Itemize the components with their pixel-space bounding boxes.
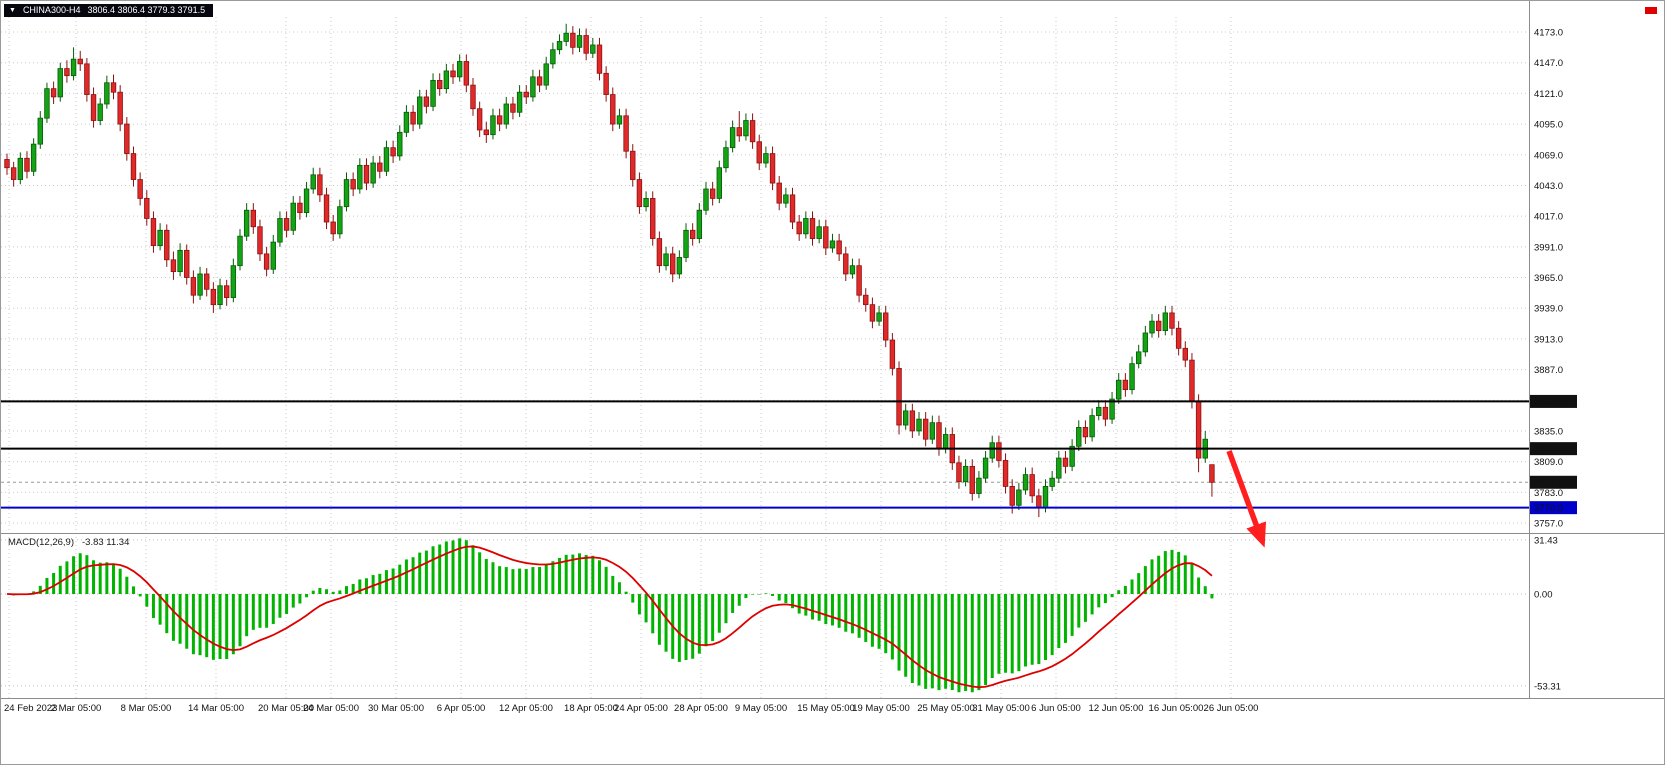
- time-axis-label: 24 Feb 2023: [4, 703, 57, 714]
- price-scale-area[interactable]: [1530, 1, 1665, 698]
- price-axis-label: 4173.0: [1534, 28, 1563, 39]
- grid: [1, 17, 1529, 698]
- time-axis-label: 30 Mar 05:00: [368, 703, 424, 714]
- time-scale-area[interactable]: [1, 699, 1665, 719]
- price-axis-label: 4095.0: [1534, 120, 1563, 131]
- time-axis-label: 6 Jun 05:00: [1031, 703, 1081, 714]
- price-axis-label: 4069.0: [1534, 150, 1563, 161]
- ohlc-values: 3806.4 3806.4 3779.3 3791.5: [87, 5, 206, 15]
- time-axis-label: 6 Apr 05:00: [437, 703, 486, 714]
- price-axis-label: 3757.0: [1534, 519, 1563, 530]
- price-axis-label: 3939.0: [1534, 304, 1563, 315]
- time-axis-label: 16 Jun 05:00: [1149, 703, 1204, 714]
- time-axis-label: 9 May 05:00: [735, 703, 787, 714]
- price-axis-label: 4017.0: [1534, 212, 1563, 223]
- time-axis-label: 8 Mar 05:00: [121, 703, 172, 714]
- price-tag-3860.0: 3860.0: [1530, 394, 1577, 408]
- trend-arrow-annotation[interactable]: [1226, 450, 1267, 548]
- time-axis-label: 20 Mar 05:00: [258, 703, 314, 714]
- price-axis-label: 3809.0: [1534, 457, 1563, 468]
- price-axis-label: 3965.0: [1534, 273, 1563, 284]
- time-axis-label: 12 Jun 05:00: [1089, 703, 1144, 714]
- price-axis-label: 4121.0: [1534, 89, 1563, 100]
- svg-text:3820.0: 3820.0: [1534, 444, 1563, 455]
- time-axis-label: 25 May 05:00: [917, 703, 975, 714]
- price-axis-label: 3913.0: [1534, 334, 1563, 345]
- indicator-values: -3.83 11.34: [82, 537, 130, 548]
- time-axis-label: 31 May 05:00: [972, 703, 1030, 714]
- time-axis-label: 2 Mar 05:00: [51, 703, 102, 714]
- indicator-name: MACD(12,26,9): [8, 537, 74, 548]
- price-axis-label: 3835.0: [1534, 426, 1563, 437]
- time-axis-label: 19 May 05:00: [852, 703, 910, 714]
- symbol-ohlc-box[interactable]: ▼ CHINA300-H4 3806.4 3806.4 3779.3 3791.…: [4, 4, 214, 17]
- price-tag-3791.5: 3791.5: [1530, 475, 1577, 489]
- macd-histogram: [12, 538, 1214, 693]
- indicator-scale-label: 0.00: [1534, 590, 1553, 601]
- time-axis-label: 12 Apr 05:00: [499, 703, 553, 714]
- time-axis-label: 18 Apr 05:00: [564, 703, 618, 714]
- price-axis-label: 3887.0: [1534, 365, 1563, 376]
- svg-text:3791.5: 3791.5: [1534, 478, 1563, 489]
- candles: [4, 23, 1215, 518]
- price-axis-label: 4147.0: [1534, 58, 1563, 69]
- time-axis-label: 28 Apr 05:00: [674, 703, 728, 714]
- price-axis-label: 4043.0: [1534, 181, 1563, 192]
- price-axis-label: 3783.0: [1534, 488, 1563, 499]
- svg-text:3860.0: 3860.0: [1534, 397, 1563, 408]
- price-tag-3820.0: 3820.0: [1530, 442, 1577, 456]
- price-tag-3770.0: 3770.0: [1530, 501, 1577, 515]
- time-axis-label: 24 Apr 05:00: [614, 703, 668, 714]
- scale-corner-marker: [1645, 7, 1657, 14]
- indicator-scale-label: 31.43: [1534, 535, 1558, 546]
- dropdown-icon: ▼: [9, 7, 16, 14]
- time-axis-label: 26 Jun 05:00: [1204, 703, 1259, 714]
- indicator-scale-label: -53.31: [1534, 681, 1561, 692]
- svg-text:3770.0: 3770.0: [1534, 503, 1563, 514]
- symbol-label: CHINA300-H4: [22, 5, 81, 15]
- time-axis-label: 24 Mar 05:00: [303, 703, 359, 714]
- time-axis-label: 15 May 05:00: [797, 703, 855, 714]
- time-axis-label: 14 Mar 05:00: [188, 703, 244, 714]
- price-axis-label: 3991.0: [1534, 242, 1563, 253]
- indicator-label: MACD(12,26,9) -3.83 11.34: [8, 537, 129, 548]
- macd-signal-line: [6, 545, 1213, 689]
